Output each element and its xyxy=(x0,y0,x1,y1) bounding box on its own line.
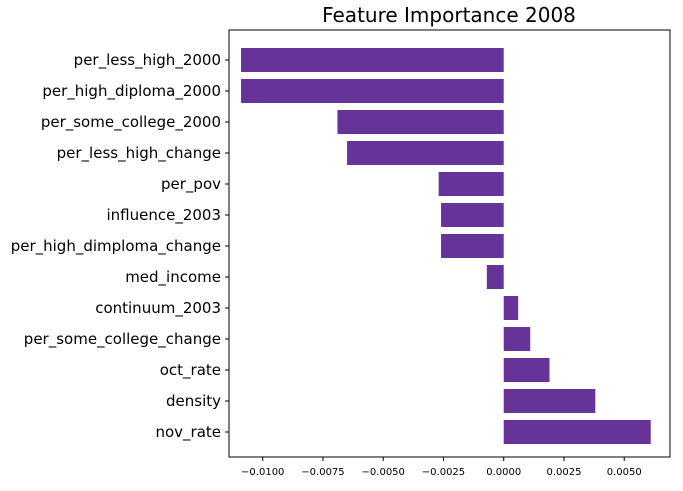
category-label-per_high_dimploma_change: per_high_dimploma_change xyxy=(11,237,221,256)
bar-density xyxy=(503,389,596,413)
category-label-oct_rate: oct_rate xyxy=(160,361,221,380)
plot-frame xyxy=(228,29,671,458)
bar-per_some_college_2000 xyxy=(337,110,504,134)
x-tick-label: −0.0025 xyxy=(422,467,465,478)
bar-per_some_college_change xyxy=(503,327,531,351)
bar-per_high_dimploma_change xyxy=(441,234,504,258)
bar-influence_2003 xyxy=(441,203,504,227)
x-tick-label: −0.0075 xyxy=(301,467,344,478)
x-tick-label: −0.0050 xyxy=(362,467,405,478)
category-label-per_less_high_2000: per_less_high_2000 xyxy=(74,51,221,70)
category-label-med_income: med_income xyxy=(125,268,221,287)
category-label-per_pov: per_pov xyxy=(161,175,221,194)
x-axis-ticks: −0.0100 −0.0075 −0.0050 −0.0025 0.0000 0.0025… xyxy=(241,457,642,478)
x-tick-label: −0.0100 xyxy=(241,467,284,478)
chart-title: Feature Importance 2008 xyxy=(322,3,576,27)
x-tick-label: 0.0000 xyxy=(486,467,521,478)
category-label-density: density xyxy=(166,392,221,410)
x-tick-label: 0.0050 xyxy=(607,467,642,478)
x-tick-label: 0.0025 xyxy=(546,467,581,478)
category-labels: per_less_high_2000 per_high_diploma_2000p… xyxy=(11,51,229,442)
bar-oct_rate xyxy=(503,358,550,382)
category-label-influence_2003: influence_2003 xyxy=(106,206,221,225)
category-label-per_less_high_change: per_less_high_change xyxy=(57,144,221,163)
category-label-nov_rate: nov_rate xyxy=(155,423,221,442)
category-label-continuum_2003: continuum_2003 xyxy=(95,299,221,318)
bar-nov_rate xyxy=(503,420,651,444)
bar-continuum_2003 xyxy=(503,296,519,320)
bars-layer xyxy=(241,48,651,444)
bar-per_less_high_change xyxy=(347,141,504,165)
bar-per_pov xyxy=(438,172,504,196)
bar-per_less_high_2000 xyxy=(241,48,504,72)
bar-med_income xyxy=(486,265,504,289)
category-label-per_some_college_change: per_some_college_change xyxy=(24,330,221,349)
category-label-per_high_diploma_2000: per_high_diploma_2000 xyxy=(42,82,221,101)
category-label-per_some_college_2000: per_some_college_2000 xyxy=(41,113,221,132)
bar-per_high_diploma_2000 xyxy=(241,79,504,103)
